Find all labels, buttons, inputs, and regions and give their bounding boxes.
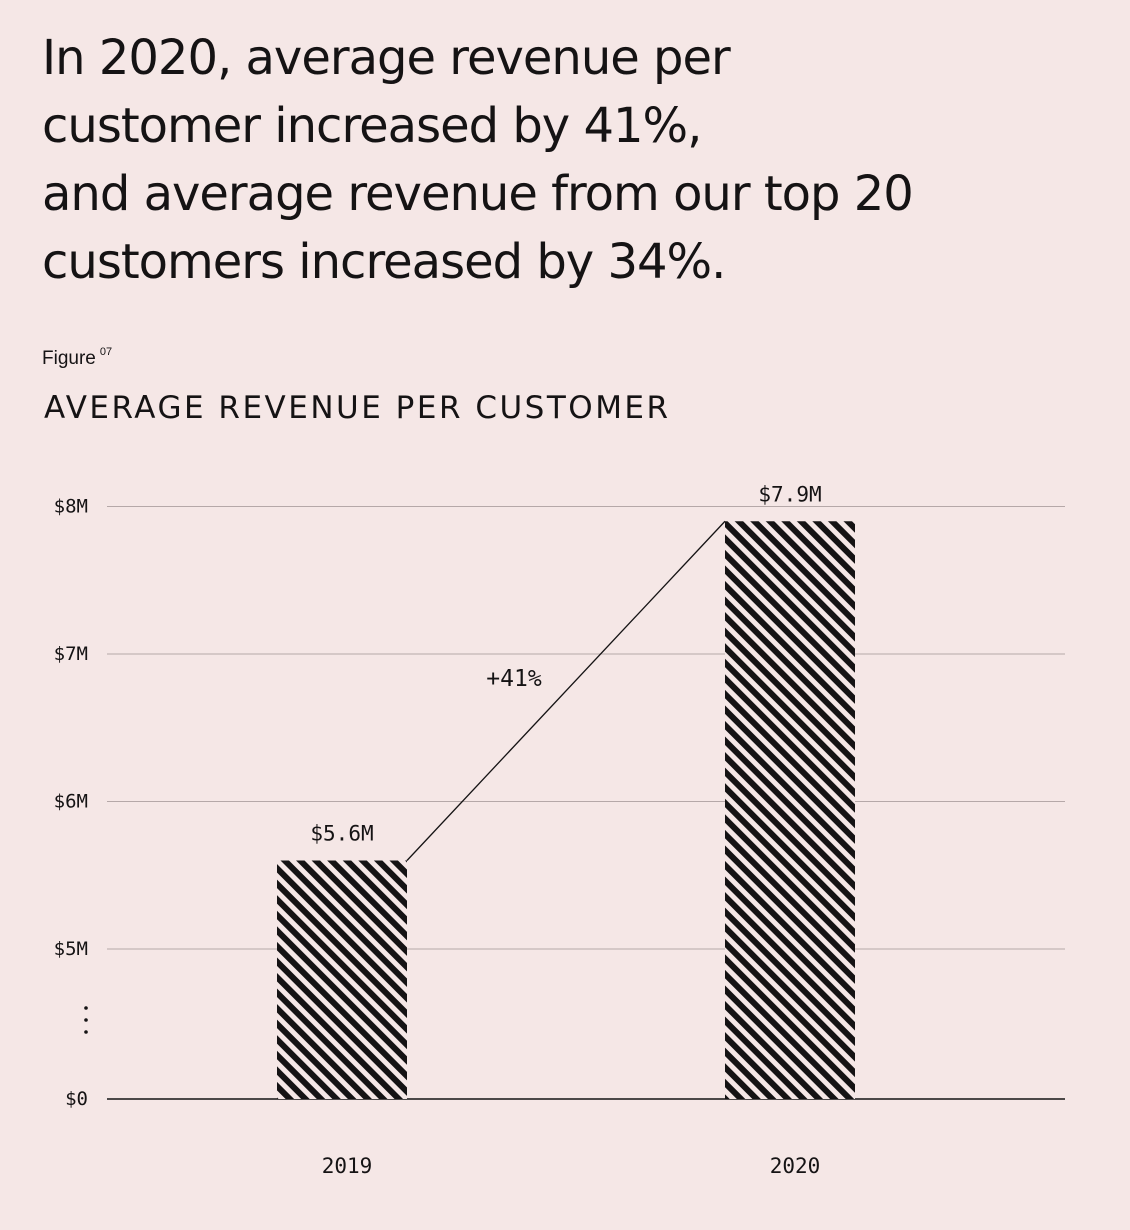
x-tick-label-2020: 2020 bbox=[770, 1154, 821, 1178]
bar-2020 bbox=[725, 521, 855, 1099]
y-tick-label: $5M bbox=[54, 938, 88, 960]
growth-annotation: +41% bbox=[486, 666, 542, 692]
axis-break-dot bbox=[84, 1030, 88, 1034]
value-label-2020: $7.9M bbox=[758, 482, 821, 506]
chart-title: AVERAGE REVENUE PER CUSTOMER bbox=[44, 390, 671, 426]
headline-line: customer increased by 41%, bbox=[42, 98, 702, 154]
y-tick-label: $7M bbox=[54, 643, 88, 665]
y-tick-label: $8M bbox=[54, 496, 88, 518]
axis-break-dot bbox=[84, 1018, 88, 1022]
headline-line: and average revenue from our top 20 bbox=[42, 166, 914, 222]
headline-line: In 2020, average revenue per bbox=[42, 30, 731, 86]
y-tick-label: $6M bbox=[54, 791, 88, 813]
x-tick-label-2019: 2019 bbox=[322, 1154, 373, 1178]
bar-2019 bbox=[277, 860, 407, 1099]
figure-number: 07 bbox=[99, 346, 113, 358]
headline-line: customers increased by 34%. bbox=[42, 234, 726, 290]
growth-connector-line bbox=[406, 520, 726, 861]
figure-label-text: Figure bbox=[42, 348, 96, 369]
value-label-2019: $5.6M bbox=[310, 822, 373, 846]
figure-label: Figure 07 bbox=[42, 346, 112, 370]
axis-break-dot bbox=[84, 1006, 88, 1010]
y-tick-label: $0 bbox=[65, 1088, 88, 1110]
headline: In 2020, average revenue per customer in… bbox=[42, 24, 1102, 296]
bar-chart: $0 $5M $6M $7M $8M $5.6M 2019 $7.9M 2020 +41% bbox=[54, 482, 1065, 1178]
